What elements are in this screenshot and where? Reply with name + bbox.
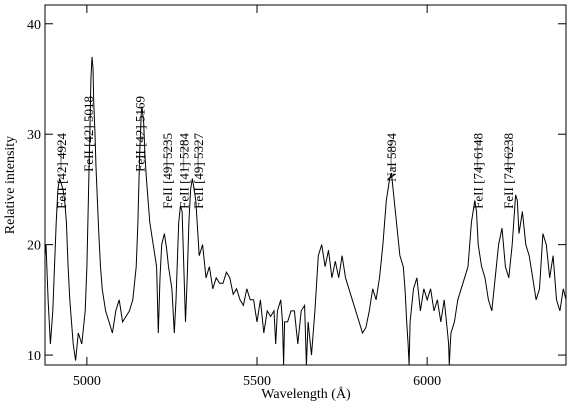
y-tick-label: 40 — [27, 18, 41, 33]
plot-frame — [44, 4, 567, 366]
x-tick-label: 5500 — [243, 374, 271, 389]
annotation-label: FeII [42] 4924 — [54, 133, 69, 209]
annotation-label: FeII [42] 5018 — [81, 96, 96, 172]
annotation-label: FeII [41] 5284 — [177, 133, 192, 209]
spectrum-line — [45, 56, 566, 365]
annotation-label: FeII [42] 5169 — [132, 96, 147, 172]
x-tick-label: 5000 — [73, 374, 101, 389]
annotation-label: NaI 5894 — [384, 133, 399, 182]
x-tick-label: 6000 — [413, 374, 441, 389]
y-tick-label: 10 — [27, 349, 41, 364]
annotation-label: FeII [49] 5235 — [160, 133, 175, 209]
y-tick-label: 30 — [27, 128, 41, 143]
y-axis-label: Relative intensity — [3, 136, 18, 234]
annotation-label: FeII [74] 6238 — [501, 133, 516, 209]
y-tick-label: 20 — [27, 239, 41, 254]
annotation-label: FeII [49] 5327 — [191, 133, 206, 209]
x-axis-label: Wavelength (Å) — [261, 386, 351, 402]
annotation-label: FeII [74] 6148 — [471, 133, 486, 209]
